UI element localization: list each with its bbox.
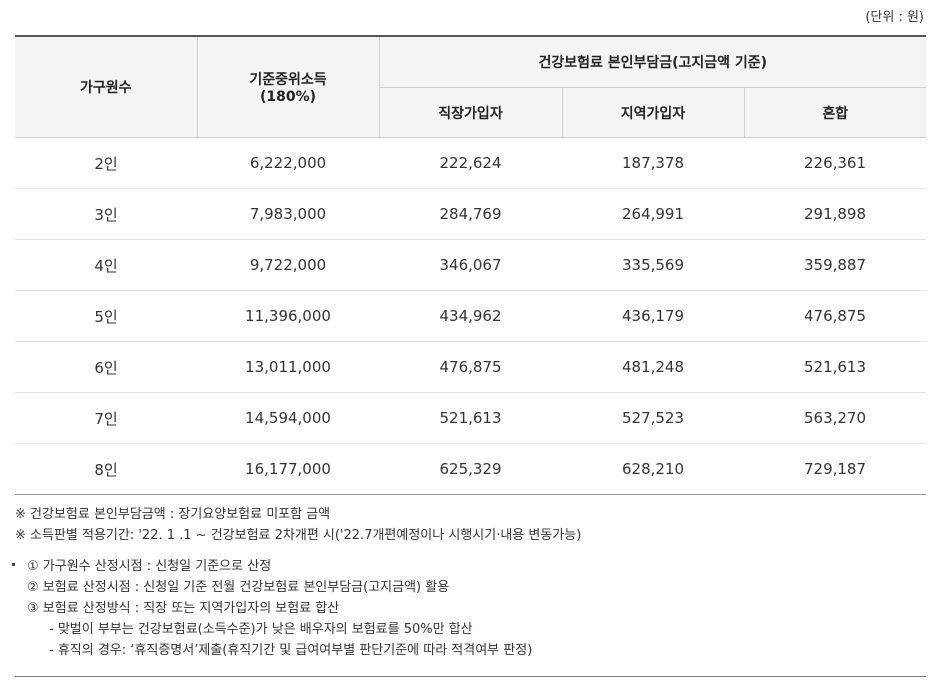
cell-mixed: 476,875 — [744, 290, 926, 342]
header-median-income: 기준중위소득 (180%) — [196, 36, 379, 138]
cell-income: 13,011,000 — [197, 341, 379, 393]
header-premium-group: 건강보험료 본인부담금(고지금액 기준) — [378, 36, 926, 88]
header-income-line1: 기준중위소득 — [249, 72, 327, 88]
cell-household: 6인 — [15, 341, 197, 393]
cell-mixed: 291,898 — [744, 188, 926, 240]
header-regional: 지역가입자 — [561, 87, 744, 138]
header-mixed: 혼합 — [743, 87, 926, 138]
table-row: 7인 14,594,000 521,613 527,523 563,270 — [15, 392, 926, 444]
cell-regional: 264,991 — [562, 188, 744, 240]
cell-regional: 527,523 — [562, 392, 744, 444]
cell-regional: 436,179 — [562, 290, 744, 342]
cell-mixed: 563,270 — [744, 392, 926, 444]
cell-employee: 346,067 — [379, 239, 562, 291]
list-item-household-count: ① 가구원수 산정시점 : 신청일 기준으로 산정 — [12, 556, 926, 577]
cell-income: 6,222,000 — [197, 137, 379, 189]
table-row: 2인 6,222,000 222,624 187,378 226,361 — [15, 137, 926, 189]
table-row: 8인 16,177,000 625,329 628,210 729,187 — [15, 444, 926, 495]
header-income-line2: (180%) — [259, 89, 317, 105]
header-household: 가구원수 — [15, 36, 197, 138]
header-employee: 직장가입자 — [378, 87, 562, 138]
cell-employee: 521,613 — [379, 392, 562, 444]
cell-mixed: 729,187 — [803, 460, 867, 478]
cell-regional: 187,378 — [562, 137, 744, 189]
cell-income: 7,983,000 — [197, 188, 379, 240]
list-item-premium-method: ③ 보험료 산정방식 : 직장 또는 지역가입자의 보험료 합산 — [27, 601, 340, 616]
cell-regional: 481,248 — [562, 341, 744, 393]
notes-section: ※ 건강보험료 본인부담금액 : 장기요양보험료 미포함 금액 ※ 소득판별 적… — [12, 504, 926, 661]
table-row: 4인 9,722,000 346,067 335,569 359,887 — [15, 239, 926, 291]
cell-income: 16,177,000 — [245, 460, 331, 478]
cell-household: 2인 — [15, 137, 197, 189]
cell-mixed: 226,361 — [744, 137, 926, 189]
table-body: 2인 6,222,000 222,624 187,378 226,361 3인 7,983,… — [15, 137, 926, 495]
cell-employee: 434,962 — [379, 290, 562, 342]
cell-regional: 335,569 — [562, 239, 744, 291]
table-row: 5인 11,396,000 434,962 436,179 476,875 — [15, 290, 926, 342]
note-premium-definition: ※ 건강보험료 본인부담금액 : 장기요양보험료 미포함 금액 — [15, 507, 331, 522]
cell-regional: 628,210 — [621, 460, 685, 478]
table-row: 6인 13,011,000 476,875 481,248 521,613 — [15, 341, 926, 393]
table-row: 3인 7,983,000 284,769 264,991 291,898 — [15, 188, 926, 240]
list-item-premium-timing: ② 보험료 산정시점 : 신청일 기준 전월 건강보험료 본인부담금(고지금액)… — [27, 580, 450, 595]
cell-household: 7인 — [15, 392, 197, 444]
cell-employee: 625,329 — [439, 460, 502, 478]
cell-household: 4인 — [15, 239, 197, 291]
bottom-divider — [15, 676, 926, 677]
cell-mixed: 521,613 — [744, 341, 926, 393]
cell-employee: 284,769 — [379, 188, 562, 240]
cell-income: 9,722,000 — [197, 239, 379, 291]
unit-label: (단위 : 원) — [865, 10, 924, 25]
sub-item-leave: - 휴직의 경우: ‘휴직증명서’제출(휴직기간 및 급여여부별 판단기준에 따… — [49, 643, 533, 658]
list-item-text: ① 가구원수 산정시점 : 신청일 기준으로 산정 — [27, 559, 272, 574]
note-applicable-period: ※ 소득판별 적용기간: '22. 1 .1 ~ 건강보험료 2차개편 시('2… — [15, 528, 582, 543]
cell-household: 8인 — [94, 460, 118, 479]
cell-employee: 222,624 — [379, 137, 562, 189]
cell-household: 3인 — [15, 188, 197, 240]
cell-income: 11,396,000 — [197, 290, 379, 342]
cell-mixed: 359,887 — [744, 239, 926, 291]
bullet-icon — [12, 563, 15, 566]
sub-item-dual-income: - 맞벌이 부부는 건강보험료(소득수준)가 낮은 배우자의 보험료를 50%만… — [49, 622, 473, 637]
cell-household: 5인 — [15, 290, 197, 342]
income-premium-table: 가구원수 기준중위소득 (180%) 건강보험료 본인부담금(고지금액 기준) … — [15, 35, 926, 495]
cell-income: 14,594,000 — [197, 392, 379, 444]
cell-employee: 476,875 — [379, 341, 562, 393]
